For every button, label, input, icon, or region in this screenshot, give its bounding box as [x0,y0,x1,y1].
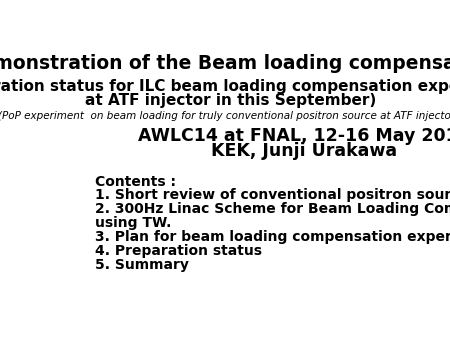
Text: AWLC14 at FNAL, 12-16 May 2014: AWLC14 at FNAL, 12-16 May 2014 [139,127,450,145]
Text: (PoP experiment  on beam loading for truly conventional positron source at ATF i: (PoP experiment on beam loading for trul… [0,112,450,121]
Text: 5. Summary: 5. Summary [95,258,189,272]
Text: Contents :: Contents : [95,174,176,189]
Text: 2. 300Hz Linac Scheme for Beam Loading Compensation: 2. 300Hz Linac Scheme for Beam Loading C… [95,202,450,216]
Text: KEK, Junji Urakawa: KEK, Junji Urakawa [211,142,397,160]
Text: using TW.: using TW. [95,216,171,230]
Text: Demonstration of the Beam loading compensation: Demonstration of the Beam loading compen… [0,54,450,73]
Text: (Preparation status for ILC beam loading compensation experiments: (Preparation status for ILC beam loading… [0,79,450,94]
Text: 3. Plan for beam loading compensation experiment at ATF: 3. Plan for beam loading compensation ex… [95,230,450,244]
Text: at ATF injector in this September): at ATF injector in this September) [85,93,376,108]
Text: 1. Short review of conventional positron source for ILC: 1. Short review of conventional positron… [95,188,450,202]
Text: 4. Preparation status: 4. Preparation status [95,244,262,258]
